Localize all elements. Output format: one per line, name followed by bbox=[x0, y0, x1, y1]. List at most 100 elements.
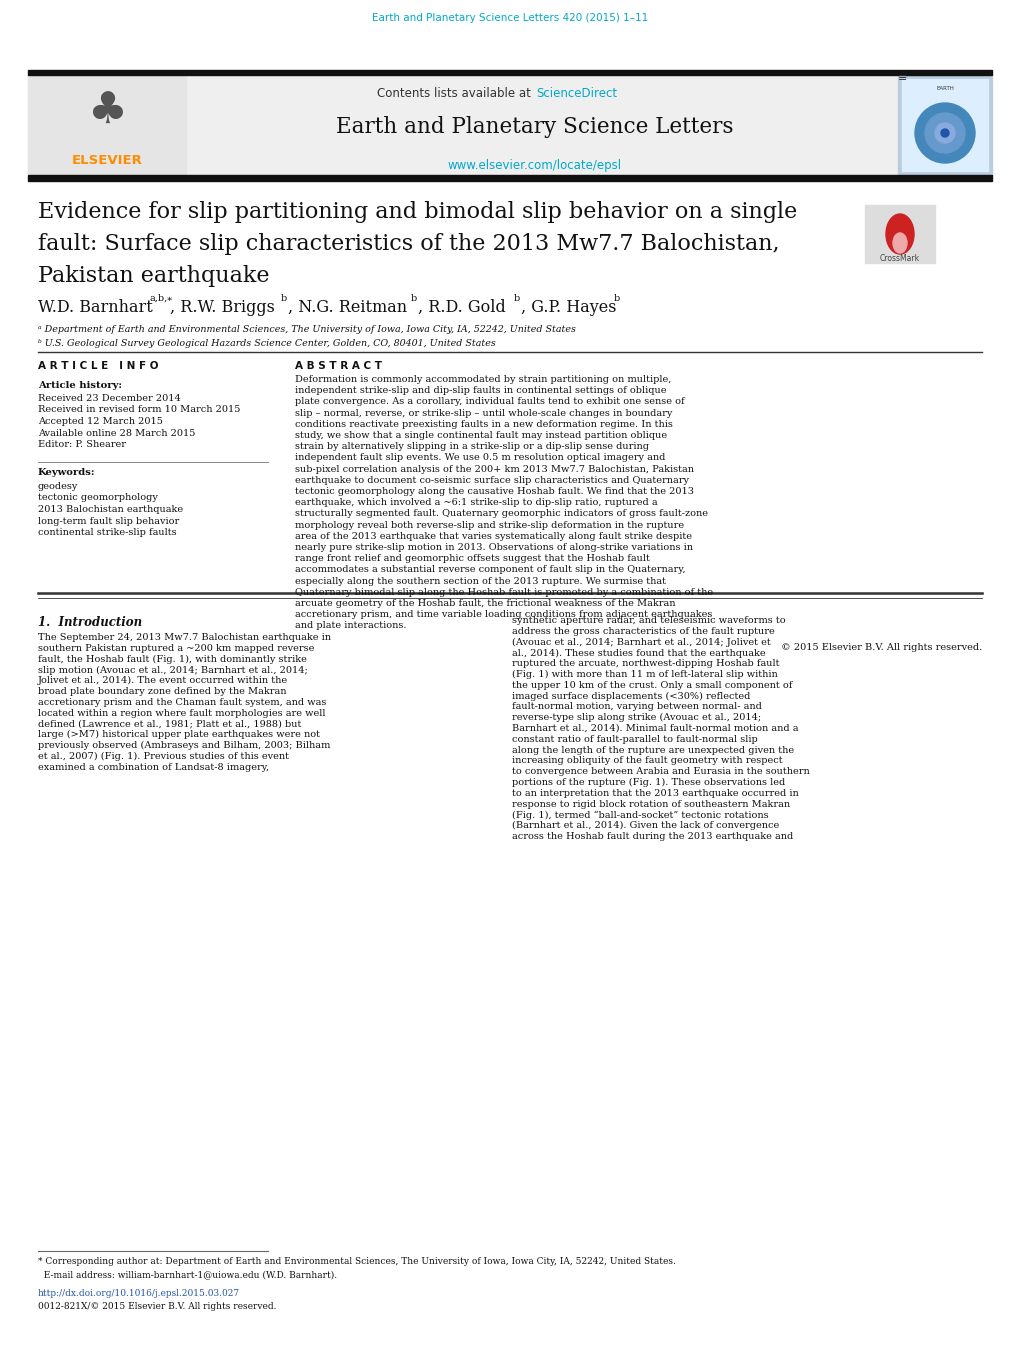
Text: fault, the Hoshab fault (Fig. 1), with dominantly strike: fault, the Hoshab fault (Fig. 1), with d… bbox=[38, 655, 307, 663]
Text: long-term fault slip behavior: long-term fault slip behavior bbox=[38, 516, 179, 526]
Text: geodesy: geodesy bbox=[38, 482, 78, 490]
Text: slip – normal, reverse, or strike-slip – until whole-scale changes in boundary: slip – normal, reverse, or strike-slip –… bbox=[294, 408, 672, 417]
Text: to an interpretation that the 2013 earthquake occurred in: to an interpretation that the 2013 earth… bbox=[512, 789, 798, 798]
Text: a,b,⁎: a,b,⁎ bbox=[150, 295, 173, 303]
Text: broad plate boundary zone defined by the Makran: broad plate boundary zone defined by the… bbox=[38, 688, 286, 696]
Text: 1.  Introduction: 1. Introduction bbox=[38, 616, 142, 630]
Text: (Fig. 1), termed “ball-and-socket” tectonic rotations: (Fig. 1), termed “ball-and-socket” tecto… bbox=[512, 811, 768, 820]
Text: tectonic geomorphology: tectonic geomorphology bbox=[38, 493, 158, 503]
Text: address the gross characteristics of the fault rupture: address the gross characteristics of the… bbox=[512, 627, 774, 636]
Text: nearly pure strike-slip motion in 2013. Observations of along-strike variations : nearly pure strike-slip motion in 2013. … bbox=[294, 543, 692, 553]
Text: plate convergence. As a corollary, individual faults tend to exhibit one sense o: plate convergence. As a corollary, indiv… bbox=[294, 397, 684, 407]
Text: , G.P. Hayes: , G.P. Hayes bbox=[521, 299, 615, 316]
Text: previously observed (Ambraseys and Bilham, 2003; Bilham: previously observed (Ambraseys and Bilha… bbox=[38, 740, 330, 750]
Bar bbox=[28, 176, 991, 181]
Text: Earth and Planetary Science Letters: Earth and Planetary Science Letters bbox=[336, 116, 733, 138]
Text: imaged surface displacements (<30%) reflected: imaged surface displacements (<30%) refl… bbox=[512, 692, 750, 701]
Text: continental strike-slip faults: continental strike-slip faults bbox=[38, 528, 176, 536]
Text: range front relief and geomorphic offsets suggest that the Hoshab fault: range front relief and geomorphic offset… bbox=[294, 554, 649, 563]
Text: conditions reactivate preexisting faults in a new deformation regime. In this: conditions reactivate preexisting faults… bbox=[294, 420, 673, 428]
Text: al., 2014). These studies found that the earthquake: al., 2014). These studies found that the… bbox=[512, 648, 765, 658]
Text: synthetic aperture radar, and teleseismic waveforms to: synthetic aperture radar, and teleseismi… bbox=[512, 616, 785, 626]
Text: , R.D. Gold: , R.D. Gold bbox=[418, 299, 505, 316]
Text: accretionary prism and the Chaman fault system, and was: accretionary prism and the Chaman fault … bbox=[38, 698, 326, 707]
Text: EARTH: EARTH bbox=[935, 86, 953, 92]
Text: fault-normal motion, varying between normal- and: fault-normal motion, varying between nor… bbox=[512, 703, 761, 712]
Text: constant ratio of fault-parallel to fault-normal slip: constant ratio of fault-parallel to faul… bbox=[512, 735, 757, 744]
Text: (Barnhart et al., 2014). Given the lack of convergence: (Barnhart et al., 2014). Given the lack … bbox=[512, 821, 779, 831]
Bar bbox=[864, 205, 934, 263]
Text: along the length of the rupture are unexpected given the: along the length of the rupture are unex… bbox=[512, 746, 794, 755]
Text: reverse-type slip along strike (Avouac et al., 2014;: reverse-type slip along strike (Avouac e… bbox=[512, 713, 760, 723]
Text: Contents lists available at: Contents lists available at bbox=[377, 86, 535, 100]
Text: Pakistan earthquake: Pakistan earthquake bbox=[38, 265, 269, 286]
Text: www.elsevier.com/locate/epsl: www.elsevier.com/locate/epsl bbox=[447, 159, 622, 172]
Text: ᵃ Department of Earth and Environmental Sciences, The University of Iowa, Iowa C: ᵃ Department of Earth and Environmental … bbox=[38, 326, 576, 334]
Text: structurally segmented fault. Quaternary geomorphic indicators of gross fault-zo: structurally segmented fault. Quaternary… bbox=[294, 509, 707, 519]
Text: defined (Lawrence et al., 1981; Platt et al., 1988) but: defined (Lawrence et al., 1981; Platt et… bbox=[38, 719, 301, 728]
Text: Quaternary bimodal slip along the Hoshab fault is promoted by a combination of t: Quaternary bimodal slip along the Hoshab… bbox=[294, 588, 712, 597]
Text: and plate interactions.: and plate interactions. bbox=[294, 621, 407, 631]
Text: ScienceDirect: ScienceDirect bbox=[535, 86, 616, 100]
Text: across the Hoshab fault during the 2013 earthquake and: across the Hoshab fault during the 2013 … bbox=[512, 832, 793, 842]
Text: portions of the rupture (Fig. 1). These observations led: portions of the rupture (Fig. 1). These … bbox=[512, 778, 785, 788]
Text: ᵇ U.S. Geological Survey Geological Hazards Science Center, Golden, CO, 80401, U: ᵇ U.S. Geological Survey Geological Haza… bbox=[38, 339, 495, 349]
Text: Accepted 12 March 2015: Accepted 12 March 2015 bbox=[38, 417, 163, 426]
Text: especially along the southern section of the 2013 rupture. We surmise that: especially along the southern section of… bbox=[294, 577, 665, 585]
Text: accommodates a substantial reverse component of fault slip in the Quaternary,: accommodates a substantial reverse compo… bbox=[294, 566, 685, 574]
Text: response to rigid block rotation of southeastern Makran: response to rigid block rotation of sout… bbox=[512, 800, 790, 809]
Text: Editor: P. Shearer: Editor: P. Shearer bbox=[38, 440, 126, 449]
Text: Received in revised form 10 March 2015: Received in revised form 10 March 2015 bbox=[38, 405, 240, 415]
Text: Jolivet et al., 2014). The event occurred within the: Jolivet et al., 2014). The event occurre… bbox=[38, 677, 287, 685]
Text: earthquake, which involved a ~6:1 strike-slip to dip-slip ratio, ruptured a: earthquake, which involved a ~6:1 strike… bbox=[294, 499, 657, 507]
Text: W.D. Barnhart: W.D. Barnhart bbox=[38, 299, 153, 316]
Text: , N.G. Reitman: , N.G. Reitman bbox=[287, 299, 407, 316]
Text: * Corresponding author at: Department of Earth and Environmental Sciences, The U: * Corresponding author at: Department of… bbox=[38, 1256, 676, 1266]
Text: b: b bbox=[280, 295, 287, 303]
Text: A B S T R A C T: A B S T R A C T bbox=[294, 361, 382, 372]
Text: ELSEVIER: ELSEVIER bbox=[71, 154, 143, 166]
Text: Article history:: Article history: bbox=[38, 381, 122, 390]
Text: independent fault slip events. We use 0.5 m resolution optical imagery and: independent fault slip events. We use 0.… bbox=[294, 454, 664, 462]
Text: © 2015 Elsevier B.V. All rights reserved.: © 2015 Elsevier B.V. All rights reserved… bbox=[780, 643, 981, 651]
Ellipse shape bbox=[886, 213, 913, 254]
Text: Received 23 December 2014: Received 23 December 2014 bbox=[38, 394, 180, 403]
Circle shape bbox=[914, 103, 974, 163]
Text: 2013 Balochistan earthquake: 2013 Balochistan earthquake bbox=[38, 505, 183, 513]
Text: arcuate geometry of the Hoshab fault, the frictional weakness of the Makran: arcuate geometry of the Hoshab fault, th… bbox=[294, 598, 675, 608]
Text: , R.W. Briggs: , R.W. Briggs bbox=[170, 299, 274, 316]
Text: et al., 2007) (Fig. 1). Previous studies of this event: et al., 2007) (Fig. 1). Previous studies… bbox=[38, 751, 288, 761]
Text: b: b bbox=[514, 295, 520, 303]
Text: large (>M7) historical upper plate earthquakes were not: large (>M7) historical upper plate earth… bbox=[38, 730, 320, 739]
Text: 0012-821X/© 2015 Elsevier B.V. All rights reserved.: 0012-821X/© 2015 Elsevier B.V. All right… bbox=[38, 1302, 276, 1310]
Circle shape bbox=[934, 123, 954, 143]
Text: sub-pixel correlation analysis of the 200+ km 2013 Mw7.7 Balochistan, Pakistan: sub-pixel correlation analysis of the 20… bbox=[294, 465, 693, 474]
Text: tectonic geomorphology along the causative Hoshab fault. We find that the 2013: tectonic geomorphology along the causati… bbox=[294, 486, 693, 496]
Text: area of the 2013 earthquake that varies systematically along fault strike despit: area of the 2013 earthquake that varies … bbox=[294, 532, 691, 540]
Bar bbox=[28, 76, 185, 176]
Text: ♣: ♣ bbox=[87, 89, 126, 132]
Text: Available online 28 March 2015: Available online 28 March 2015 bbox=[38, 428, 196, 438]
Text: morphology reveal both reverse-slip and strike-slip deformation in the rupture: morphology reveal both reverse-slip and … bbox=[294, 520, 684, 530]
Text: (Avouac et al., 2014; Barnhart et al., 2014; Jolivet et: (Avouac et al., 2014; Barnhart et al., 2… bbox=[512, 638, 770, 647]
Text: accretionary prism, and time variable loading conditions from adjacent earthquak: accretionary prism, and time variable lo… bbox=[294, 611, 711, 619]
Text: fault: Surface slip characteristics of the 2013 Mw7.7 Balochistan,: fault: Surface slip characteristics of t… bbox=[38, 232, 779, 255]
Text: Keywords:: Keywords: bbox=[38, 467, 96, 477]
Text: Evidence for slip partitioning and bimodal slip behavior on a single: Evidence for slip partitioning and bimod… bbox=[38, 201, 797, 223]
Text: increasing obliquity of the fault geometry with respect: increasing obliquity of the fault geomet… bbox=[512, 757, 782, 766]
Text: b: b bbox=[613, 295, 620, 303]
Text: E-mail address: william-barnhart-1@uiowa.edu (W.D. Barnhart).: E-mail address: william-barnhart-1@uiowa… bbox=[38, 1270, 337, 1279]
Text: http://dx.doi.org/10.1016/j.epsl.2015.03.027: http://dx.doi.org/10.1016/j.epsl.2015.03… bbox=[38, 1289, 239, 1298]
Circle shape bbox=[941, 128, 948, 136]
Text: the upper 10 km of the crust. Only a small component of: the upper 10 km of the crust. Only a sma… bbox=[512, 681, 792, 690]
Text: examined a combination of Landsat-8 imagery,: examined a combination of Landsat-8 imag… bbox=[38, 762, 269, 771]
Text: located within a region where fault morphologies are well: located within a region where fault morp… bbox=[38, 709, 325, 717]
Text: (Fig. 1) with more than 11 m of left-lateral slip within: (Fig. 1) with more than 11 m of left-lat… bbox=[512, 670, 777, 680]
Text: to convergence between Arabia and Eurasia in the southern: to convergence between Arabia and Eurasi… bbox=[512, 767, 809, 777]
Bar bbox=[901, 78, 987, 172]
Text: independent strike-slip and dip-slip faults in continental settings of oblique: independent strike-slip and dip-slip fau… bbox=[294, 386, 665, 396]
Text: southern Pakistan ruptured a ~200 km mapped reverse: southern Pakistan ruptured a ~200 km map… bbox=[38, 644, 314, 653]
Text: strain by alternatively slipping in a strike-slip or a dip-slip sense during: strain by alternatively slipping in a st… bbox=[294, 442, 648, 451]
Bar bbox=[28, 76, 897, 176]
Text: study, we show that a single continental fault may instead partition oblique: study, we show that a single continental… bbox=[294, 431, 666, 440]
